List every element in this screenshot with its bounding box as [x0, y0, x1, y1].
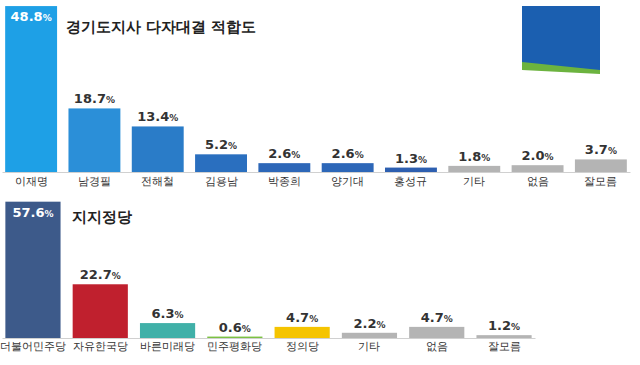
tick-label: 전해철 [141, 175, 174, 188]
tick: 자유한국당 [73, 340, 128, 352]
tick: 기타 [463, 175, 485, 188]
tick: 더불어민주당 [0, 340, 66, 352]
bar [322, 163, 374, 172]
tick-label: 잘모름 [584, 175, 617, 188]
data-label: 1.2% [488, 318, 520, 333]
tick-label: 없음 [426, 340, 448, 352]
tick-label: 이재명 [15, 175, 48, 188]
axis-line [3, 338, 536, 339]
bar [275, 327, 330, 338]
tick-label: 기타 [463, 175, 485, 188]
bar [140, 323, 195, 338]
tick: 김용남 [205, 175, 238, 188]
tick-label: 홍성규 [394, 175, 427, 188]
logo-stripe [522, 62, 600, 74]
tick: 잘모름 [584, 175, 617, 188]
tick-label: 김용남 [205, 175, 238, 188]
data-label: 48.8% [11, 9, 52, 24]
tick-label: 양기대 [331, 175, 364, 188]
tick: 양기대 [331, 175, 364, 188]
data-label: 5.2% [205, 137, 237, 152]
tick-label: 없음 [527, 175, 549, 188]
data-label: 0.6% [219, 320, 251, 335]
data-labels: 48.8% 18.7% 13.4% 5.2% 2.6% 2.6% 1.3% 1.8% 2.0% 3… [11, 9, 617, 166]
bar [195, 154, 247, 172]
tick-label: 자유한국당 [73, 340, 128, 352]
data-label: 57.6% [12, 205, 53, 220]
tick: 바른미래당 [140, 340, 195, 352]
data-label: 2.2% [353, 316, 385, 331]
data-label: 3.7% [585, 142, 617, 157]
tick: 전해철 [141, 175, 174, 188]
chart-title: 경기도지사 다자대결 적합도 [66, 18, 256, 36]
data-label: 1.8% [458, 149, 490, 164]
tick-label: 바른미래당 [140, 340, 195, 352]
tick: 없음 [527, 175, 549, 188]
tick: 이재명 [15, 175, 48, 188]
data-label: 2.6% [268, 146, 300, 161]
bar [132, 126, 184, 172]
bar [5, 6, 57, 172]
bar [342, 333, 397, 338]
tick-label: 기타 [358, 340, 380, 352]
tick-label: 정의당 [286, 340, 319, 352]
data-label: 2.0% [522, 148, 554, 163]
data-label: 13.4% [137, 109, 178, 124]
bar [258, 163, 310, 172]
bar [409, 327, 464, 338]
tick: 없음 [426, 340, 448, 352]
chart-panel: 이재명 남경필 전해철 김용남 박종희 양기대 홍성규 기타 없음 잘모름 경기도지사 다자대결 적… [3, 6, 631, 188]
bars [5, 202, 531, 338]
bar [575, 159, 627, 172]
data-label: 22.7% [80, 267, 121, 282]
bar [68, 108, 120, 172]
tick: 정의당 [286, 340, 319, 352]
bar [5, 202, 60, 338]
tick-label: 잘모름 [488, 340, 521, 352]
tick: 잘모름 [488, 340, 521, 352]
bar [476, 335, 531, 338]
chart-title: 지지정당 [72, 208, 132, 226]
tick: 민주평화당 [207, 340, 262, 352]
data-label: 18.7% [74, 91, 115, 106]
tick: 박종희 [268, 175, 301, 188]
data-label: 1.3% [395, 151, 427, 166]
logo-box [522, 6, 600, 70]
axis-line [3, 172, 631, 173]
bar [73, 284, 128, 338]
tick-label: 남경필 [78, 175, 111, 188]
bar [448, 166, 500, 172]
tick-label: 민주평화당 [207, 340, 262, 352]
data-labels: 57.6% 22.7% 6.3% 0.6% 4.7% 2.2% 4.7% 1.2% [12, 205, 520, 335]
bar [207, 337, 262, 338]
chart-panel: 더불어민주당자유한국당바른미래당민주평화당정의당기타없음잘모름지지정당57.6%… [0, 202, 535, 353]
data-label: 6.3% [152, 306, 184, 321]
tick: 남경필 [78, 175, 111, 188]
bars [5, 6, 627, 172]
tick-label: 박종희 [268, 175, 301, 188]
logo [522, 6, 600, 74]
data-label: 4.7% [421, 310, 453, 325]
tick-label: 더불어민주당 [0, 340, 66, 352]
bar [512, 165, 564, 172]
data-label: 2.6% [332, 146, 364, 161]
x-axis: 이재명 남경필 전해철 김용남 박종희 양기대 홍성규 기타 없음 잘모름 [3, 173, 631, 188]
bar [385, 168, 437, 172]
x-axis: 더불어민주당 자유한국당 바른미래당 민주평화당 정의당 기타 없음 잘모름 [0, 339, 535, 353]
chart-canvas: 이재명남경필전해철김용남박종희양기대홍성규기타없음잘모름경기도지사 다자대결 적… [0, 0, 640, 365]
tick: 기타 [358, 340, 380, 352]
tick: 홍성규 [394, 175, 427, 188]
data-label: 4.7% [286, 310, 318, 325]
